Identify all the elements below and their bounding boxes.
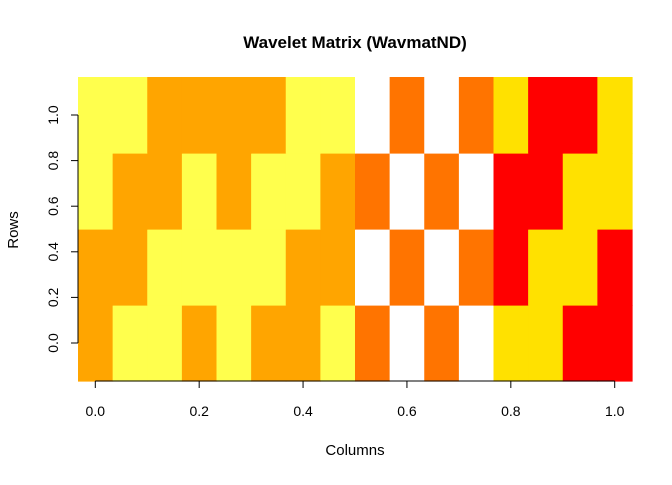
x-tick-label: 0.6: [397, 403, 417, 419]
y-tick-label: 0.8: [45, 151, 61, 171]
heatmap-cell-r0-c5: [251, 305, 287, 382]
heatmap-cell-r3-c5: [251, 77, 287, 154]
heatmap-cell-r0-c9: [389, 305, 425, 382]
heatmap-cell-r1-c14: [562, 229, 598, 306]
heatmap-cell-r1-c2: [147, 229, 183, 306]
chart-title: Wavelet Matrix (WavmatND): [243, 33, 467, 52]
heatmap-cell-r2-c11: [458, 153, 495, 230]
heatmap-cell-r2-c2: [147, 153, 183, 230]
x-tick-label: 0.0: [86, 403, 106, 419]
heatmap-cell-r3-c8: [355, 77, 391, 154]
heatmap-cell-r2-c6: [285, 153, 321, 230]
heatmap-cell-r3-c10: [424, 77, 460, 154]
heatmap-cell-r2-c3: [181, 153, 218, 230]
y-tick-label: 1.0: [45, 105, 61, 125]
heatmap-cell-r2-c0: [78, 153, 114, 230]
heatmap-cell-r0-c7: [320, 305, 356, 382]
heatmap-cell-r2-c12: [493, 153, 529, 230]
heatmap-cell-r2-c1: [112, 153, 148, 230]
heatmap-cell-r1-c8: [355, 229, 391, 306]
heatmap-cell-r3-c15: [597, 77, 633, 154]
heatmap-cell-r2-c14: [562, 153, 598, 230]
heatmap-cell-r0-c12: [493, 305, 529, 382]
heatmap-cell-r2-c4: [216, 153, 252, 230]
heatmap-cell-r0-c6: [285, 305, 321, 382]
heatmap-cell-r1-c1: [112, 229, 148, 306]
heatmap-cell-r0-c8: [355, 305, 391, 382]
x-tick-label: 0.2: [189, 403, 209, 419]
heatmap-cell-r3-c3: [181, 77, 218, 154]
heatmap-cell-r0-c3: [181, 305, 218, 382]
heatmap-cell-r3-c9: [389, 77, 425, 154]
heatmap-cell-r3-c2: [147, 77, 183, 154]
y-tick-label: 0.2: [45, 287, 61, 307]
x-axis-label: Columns: [325, 442, 384, 459]
heatmap-cell-r2-c10: [424, 153, 460, 230]
heatmap-cell-r3-c6: [285, 77, 321, 154]
heatmap-cell-r2-c15: [597, 153, 633, 230]
x-axis: 0.0 0.2 0.4 0.6 0.8 1.0: [86, 380, 625, 419]
heatmap-cell-r3-c12: [493, 77, 529, 154]
heatmap-cell-r1-c13: [528, 229, 564, 306]
heatmap-cell-r1-c0: [78, 229, 114, 306]
heatmap-cell-r0-c0: [78, 305, 114, 382]
heatmap-cell-r1-c7: [320, 229, 356, 306]
x-tick-label: 0.4: [293, 403, 313, 419]
heatmap-cell-r1-c4: [216, 229, 252, 306]
y-axis-label: Rows: [5, 211, 22, 249]
heatmap-cell-r0-c11: [458, 305, 495, 382]
heatmap-cell-r0-c4: [216, 305, 252, 382]
heatmap-cells: [78, 77, 633, 382]
heatmap-cell-r3-c13: [528, 77, 564, 154]
heatmap-cell-r0-c15: [597, 305, 633, 382]
heatmap-cell-r3-c7: [320, 77, 356, 154]
heatmap-cell-r0-c10: [424, 305, 460, 382]
y-tick-label: 0.0: [45, 333, 61, 353]
heatmap-cell-r0-c1: [112, 305, 148, 382]
heatmap-cell-r0-c14: [562, 305, 598, 382]
heatmap-cell-r1-c12: [493, 229, 529, 306]
y-tick-label: 0.4: [45, 242, 61, 262]
heatmap-cell-r2-c13: [528, 153, 564, 230]
heatmap-cell-r1-c15: [597, 229, 633, 306]
heatmap-cell-r2-c9: [389, 153, 425, 230]
heatmap-cell-r0-c13: [528, 305, 564, 382]
y-tick-label: 0.6: [45, 196, 61, 216]
heatmap-cell-r1-c6: [285, 229, 321, 306]
heatmap-cell-r3-c14: [562, 77, 598, 154]
heatmap-cell-r0-c2: [147, 305, 183, 382]
heatmap-cell-r1-c10: [424, 229, 460, 306]
heatmap-cell-r3-c4: [216, 77, 252, 154]
y-axis: 0.0 0.2 0.4 0.6 0.8 1.0: [45, 105, 79, 353]
heatmap-cell-r2-c7: [320, 153, 356, 230]
heatmap-cell-r3-c1: [112, 77, 148, 154]
heatmap-cell-r1-c3: [181, 229, 218, 306]
heatmap-cell-r2-c8: [355, 153, 391, 230]
x-tick-label: 0.8: [501, 403, 521, 419]
heatmap-cell-r2-c5: [251, 153, 287, 230]
x-tick-label: 1.0: [605, 403, 625, 419]
heatmap-cell-r1-c5: [251, 229, 287, 306]
heatmap-cell-r1-c11: [458, 229, 495, 306]
heatmap-cell-r3-c11: [458, 77, 495, 154]
heatmap-cell-r3-c0: [78, 77, 114, 154]
heatmap-cell-r1-c9: [389, 229, 425, 306]
